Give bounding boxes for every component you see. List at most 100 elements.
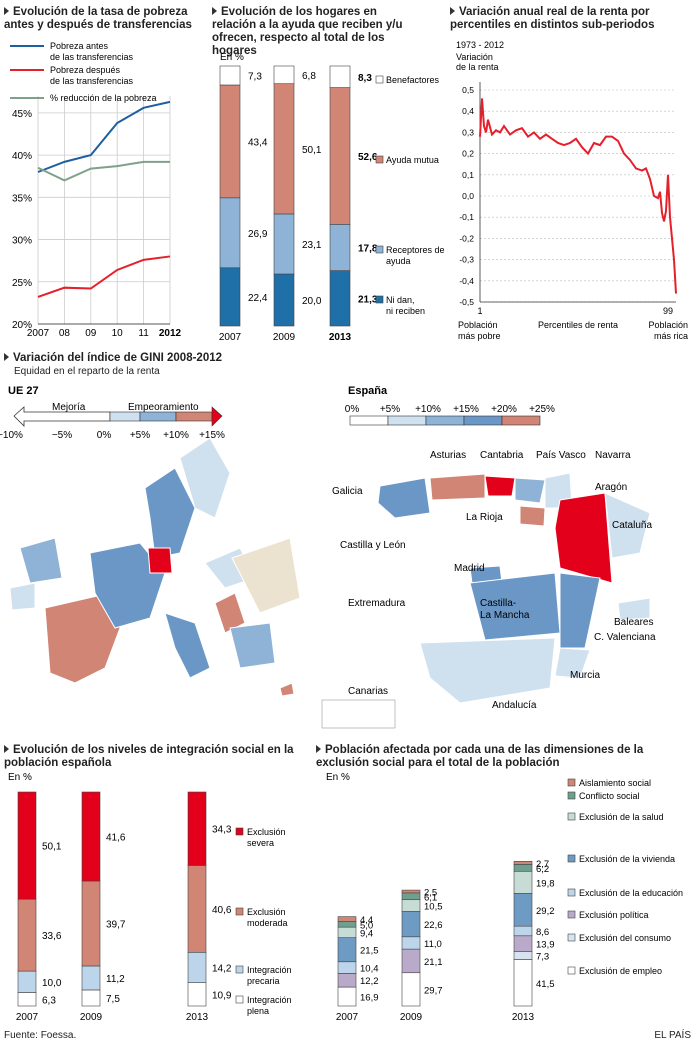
spain-scale-cell (349, 415, 389, 426)
spacer (322, 678, 324, 680)
bar-segment (337, 961, 357, 974)
legend-label: Pobreza después (50, 65, 121, 75)
legend-label: ayuda (386, 256, 411, 266)
bar-segment (187, 865, 207, 953)
x-tick-label: 08 (59, 328, 71, 339)
data-label: 6,1 (424, 892, 437, 903)
spain-region-shape (484, 475, 516, 497)
legend-label: Receptores de (386, 245, 445, 255)
spain-region-shape (321, 699, 396, 729)
region-label: Canarias (348, 686, 388, 697)
series-line-1 (37, 255, 171, 298)
data-label: 5,0 (360, 920, 373, 931)
x-note-left: más pobre (458, 331, 501, 341)
legend-label: Aislamiento social (579, 778, 651, 788)
region-label: C. Valenciana (594, 632, 656, 643)
region-label: Cantabria (480, 450, 524, 461)
data-label: 2,7 (536, 859, 549, 870)
bar-segment (513, 860, 533, 865)
bar-segment (401, 889, 421, 894)
data-label: 4,4 (360, 915, 373, 926)
legend-label: Exclusión del consumo (579, 933, 671, 943)
spain-scale-cell (425, 415, 465, 426)
bar-segment (513, 951, 533, 960)
data-label: 22,4 (248, 293, 268, 304)
eu-worse-label: Empeoramiento (128, 402, 199, 413)
integration-chart-title: Evolución de los niveles de integración … (4, 744, 294, 769)
bar-segment (81, 965, 101, 991)
region-label: Castilla- (480, 598, 516, 609)
data-label: 19,8 (536, 878, 555, 889)
legend-swatch (235, 965, 244, 974)
bar-segment (329, 65, 351, 88)
data-label: 17,8 (358, 243, 378, 254)
data-label: 29,2 (536, 906, 555, 917)
legend-label: Benefactores (386, 75, 440, 85)
eu-scale-tick: +10% (163, 430, 189, 441)
spain-region-shape (419, 637, 556, 704)
bar-segment (219, 65, 241, 86)
data-label: 34,3 (212, 825, 232, 836)
bar-segment (513, 959, 533, 1007)
bar-segment (337, 986, 357, 1007)
eu-scale-tick: +5% (130, 430, 150, 441)
region-label: Aragón (595, 482, 627, 493)
legend-label: % reducción de la pobreza (50, 93, 157, 103)
data-label: 10,9 (212, 990, 232, 1001)
legend-swatch (375, 75, 384, 84)
series-line-0 (37, 100, 171, 173)
households-chart: En % 2007 2009 2013 22,4 26,9 43,4 7,3 20,0 23,1 5… (219, 52, 445, 343)
data-label: 9,4 (360, 928, 373, 939)
dimensions-chart: En % 16,9 12,210,4 21,5 9,45,04,4 2007 29,7 21,… (326, 772, 683, 1023)
legend-label: severa (247, 838, 274, 848)
data-label: 41,5 (536, 979, 555, 990)
y-tick-label: -0,3 (459, 255, 474, 265)
x-tick-label: 11 (138, 328, 149, 339)
bar-segment (337, 916, 357, 922)
region-label: Asturias (430, 450, 466, 461)
eu-scale-arrow-right (211, 406, 223, 427)
legend-label: de las transferencias (50, 76, 134, 86)
data-label: 10,5 (424, 902, 443, 913)
bar-segment (337, 937, 357, 963)
data-label: 10,4 (360, 964, 379, 975)
gini-maps: UE 27 Mejoría Empeoramiento −10% −5% 0% +5% +10… (0, 385, 656, 729)
eu-scale-tick: −10% (0, 430, 23, 441)
spain-region-shape (559, 572, 601, 649)
y-tick-label: 25% (12, 278, 32, 289)
spain-scale-tick: +15% (453, 404, 479, 415)
data-label: 20,0 (302, 296, 322, 307)
y-tick-label: -0,2 (459, 233, 474, 243)
gini-title: Variación del índice de GINI 2008-2012 (4, 352, 222, 365)
legend-swatch (375, 155, 384, 164)
bar-segment (329, 270, 351, 327)
eu-country-shape (229, 622, 276, 669)
data-label: 43,4 (248, 137, 268, 148)
legend-swatch (567, 854, 576, 863)
eu-scale-cell (139, 411, 177, 422)
x-note-right: más rica (654, 331, 688, 341)
spain-region-shape (514, 477, 546, 504)
x-tick-label: 1 (477, 306, 482, 316)
legend-label: Pobreza antes (50, 41, 109, 51)
x-note-left: Población (458, 320, 498, 330)
legend-label: precaria (247, 976, 280, 986)
bar-segment (401, 936, 421, 950)
bar-segment (401, 972, 421, 1007)
region-label: La Mancha (480, 610, 530, 621)
eu-country-shape (19, 537, 63, 584)
x-tick-label: 99 (663, 306, 673, 316)
x-tick-label: 2013 (512, 1012, 535, 1023)
x-tick-label: 10 (112, 328, 124, 339)
bar-segment (401, 911, 421, 938)
bar-segment (187, 982, 207, 1007)
bar-segment (513, 864, 533, 872)
bar-segment (513, 925, 533, 937)
legend-label: Exclusión de empleo (579, 966, 662, 976)
bar-segment (17, 791, 37, 900)
y-tick-label: -0,4 (459, 276, 474, 286)
region-label: Andalucía (492, 700, 537, 711)
spain-scale-cell (463, 415, 503, 426)
eu-improve-label: Mejoría (52, 402, 86, 413)
